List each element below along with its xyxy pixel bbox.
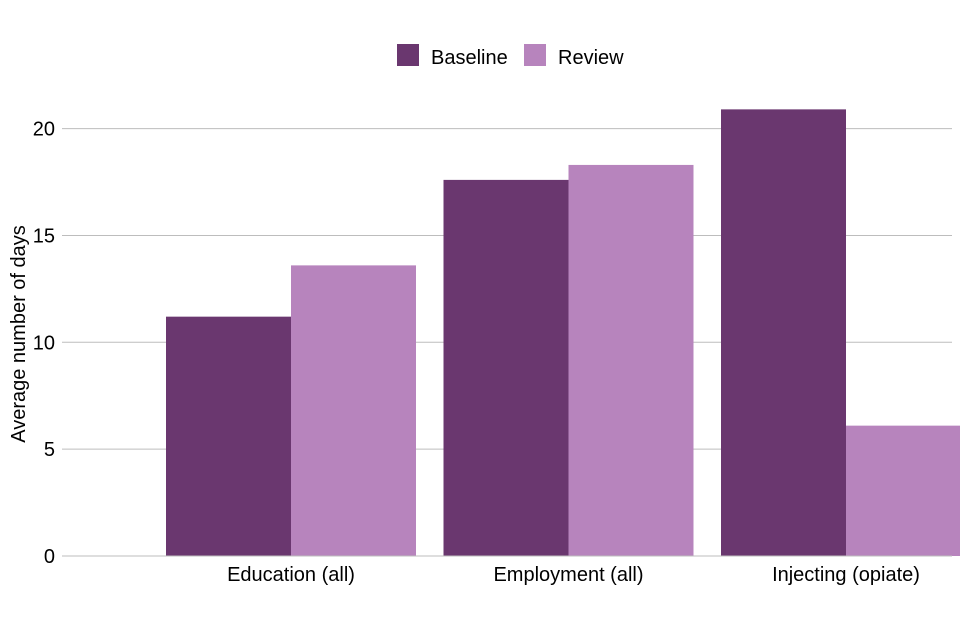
y-tick-label: 10 bbox=[33, 332, 55, 354]
bar-baseline-1 bbox=[166, 316, 291, 556]
bar-review-3 bbox=[846, 425, 960, 556]
legend-label-baseline: Baseline bbox=[431, 47, 508, 69]
bar-baseline-2 bbox=[443, 179, 569, 556]
legend-swatch-review bbox=[524, 44, 546, 66]
bar-review-1 bbox=[291, 265, 416, 556]
bar-review-2 bbox=[568, 164, 694, 556]
legend-label-review: Review bbox=[558, 47, 624, 69]
legend: Baseline Review bbox=[397, 44, 624, 69]
y-tick-label: 0 bbox=[44, 546, 55, 568]
legend-swatch-baseline bbox=[397, 44, 419, 66]
x-axis-ticks: Education (all) Employment (all) Injecting… bbox=[227, 564, 920, 586]
y-tick-label: 15 bbox=[33, 225, 55, 247]
bar-baseline-3 bbox=[721, 109, 846, 556]
y-axis-title: Average number of days bbox=[8, 225, 30, 443]
bars bbox=[166, 109, 960, 556]
x-tick-label: Injecting (opiate) bbox=[772, 564, 920, 586]
y-axis-ticks: 0 5 10 15 20 bbox=[33, 119, 55, 568]
y-tick-label: 20 bbox=[33, 119, 55, 141]
x-tick-label: Education (all) bbox=[227, 564, 355, 586]
x-tick-label: Employment (all) bbox=[493, 564, 643, 586]
y-tick-label: 5 bbox=[44, 439, 55, 461]
